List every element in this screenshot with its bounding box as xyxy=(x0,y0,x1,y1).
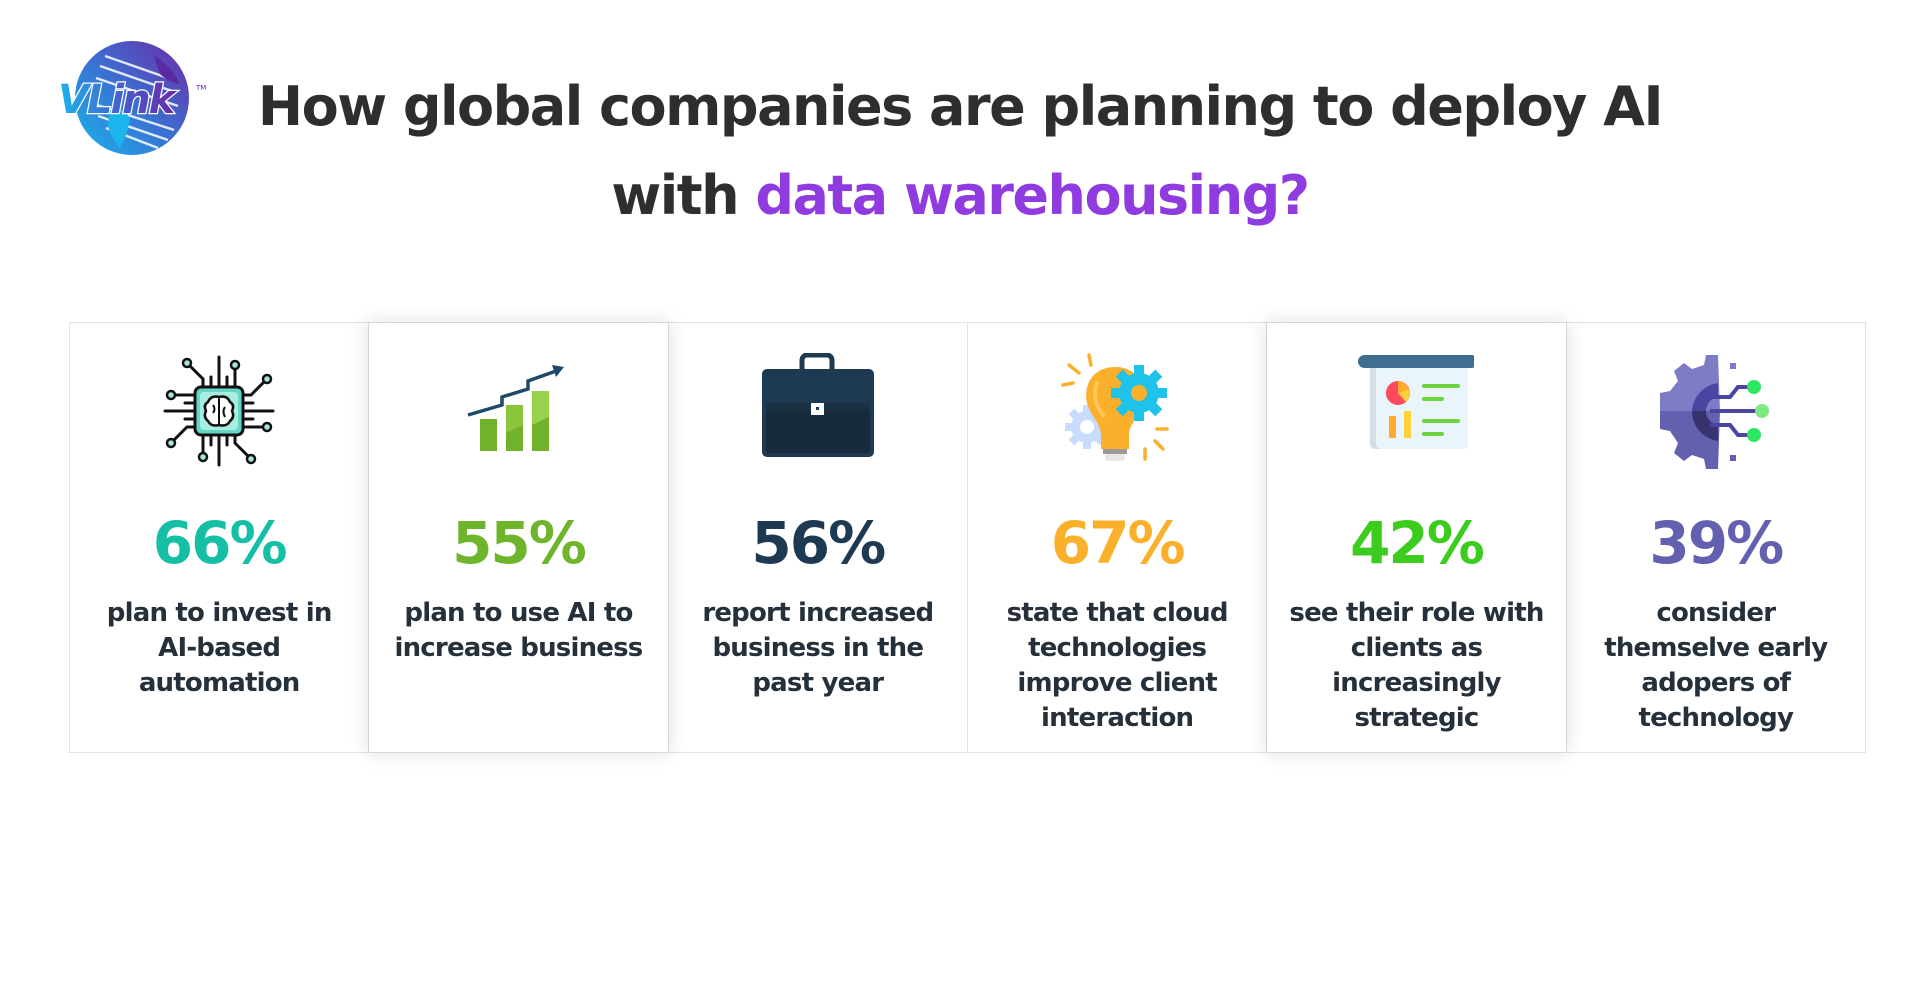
stat-description: report increased business in the past year xyxy=(702,598,934,698)
title-line-2: with data warehousing? xyxy=(0,151,1920,240)
stat-description: plan to use AI to increase business xyxy=(394,598,643,663)
stat-description: consider themselve early adopers of technol… xyxy=(1604,598,1828,733)
stat-card-ai-business: 55% plan to use AI to increase business xyxy=(368,322,669,753)
stat-description: state that cloud technologies improve clie… xyxy=(1006,598,1229,733)
presentation-board-icon xyxy=(1358,353,1475,469)
stat-value: 42% xyxy=(1350,509,1485,577)
stat-description: plan to invest in AI-based automation xyxy=(106,598,333,698)
lightbulb-gears-icon xyxy=(1059,353,1175,469)
stat-value: 56% xyxy=(751,509,886,577)
stat-description: see their role with clients as increasingl… xyxy=(1289,598,1544,733)
stat-card-automation: 66% plan to invest in AI-based automation xyxy=(69,322,370,753)
ai-chip-brain-icon xyxy=(161,353,277,469)
stat-value: 66% xyxy=(152,509,288,577)
svg-text:TM: TM xyxy=(195,84,206,92)
globe-logo-icon: VLink TM xyxy=(57,41,206,155)
stat-card-early-adopters: 39% consider themselve early adopers of tec… xyxy=(1565,322,1866,753)
page-title: How global companies are planning to dep… xyxy=(0,62,1920,240)
title-line-1: How global companies are planning to dep… xyxy=(257,75,1664,138)
growth-bar-chart-icon xyxy=(460,353,576,469)
stat-value: 67% xyxy=(1050,509,1186,577)
stat-card-cloud: 67% state that cloud technologies improve … xyxy=(966,322,1268,753)
title-line-2-prefix: with xyxy=(611,164,756,227)
stat-cards: 66% plan to invest in AI-based automation … xyxy=(69,322,1871,753)
stat-card-increased-business: 56% report increased business in the past … xyxy=(667,322,968,753)
vlink-logo: VLink TM xyxy=(50,38,210,160)
briefcase-icon xyxy=(760,353,876,469)
stat-card-strategic-role: 42% see their role with clients as increas… xyxy=(1266,322,1567,753)
svg-text:VLink: VLink xyxy=(58,77,178,123)
title-accent: data warehousing? xyxy=(755,164,1310,227)
gear-circuit-icon xyxy=(1658,353,1774,469)
stat-value: 55% xyxy=(452,509,587,577)
stat-value: 39% xyxy=(1649,509,1784,577)
